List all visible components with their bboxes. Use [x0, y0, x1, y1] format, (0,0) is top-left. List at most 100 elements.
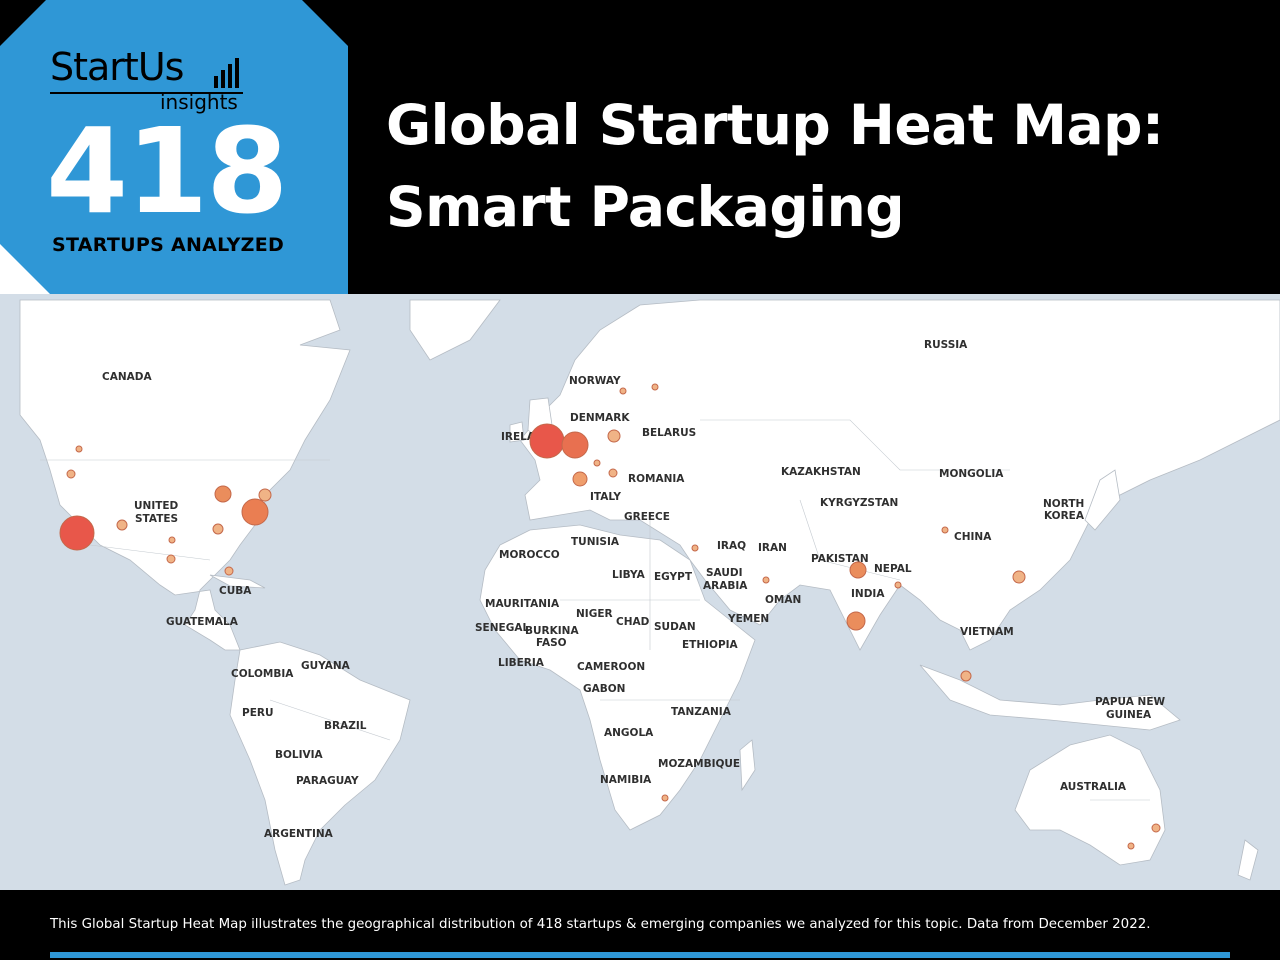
country-label: NORWAY	[569, 375, 621, 387]
hotspot-small[interactable]	[572, 471, 588, 487]
country-label: UNITED	[134, 500, 179, 512]
country-label: KAZAKHSTAN	[781, 466, 861, 478]
hotspot-small[interactable]	[941, 526, 949, 534]
hotspot-small[interactable]	[166, 554, 176, 564]
hotspot-small[interactable]	[894, 581, 902, 589]
border-line	[700, 419, 1010, 471]
eurasia-landmass	[519, 299, 1280, 651]
country-label: CANADA	[102, 371, 152, 383]
world-heat-map: CANADA UNITED STATES CUBA GUATEMALA COLO…	[0, 294, 1280, 890]
country-label: PERU	[242, 707, 273, 719]
country-label: CHAD	[616, 616, 650, 628]
hotspot-small[interactable]	[651, 383, 659, 391]
hotspot-medium[interactable]	[846, 611, 866, 631]
country-label: MOZAMBIQUE	[658, 758, 740, 770]
country-label: GABON	[583, 683, 625, 695]
country-label: NAMIBIA	[600, 774, 652, 786]
country-label: ETHIOPIA	[682, 639, 739, 651]
signal-bars-icon	[214, 58, 239, 88]
country-label: NORTH	[1043, 498, 1084, 510]
country-label: VIETNAM	[960, 626, 1014, 638]
country-label: KOREA	[1044, 510, 1085, 522]
hotspot-medium[interactable]	[849, 561, 867, 579]
page-title: Global Startup Heat Map: Smart Packaging	[386, 84, 1164, 248]
hotspot-small[interactable]	[593, 459, 601, 467]
country-label: BOLIVIA	[275, 749, 324, 761]
hotspot-medium[interactable]	[561, 431, 589, 459]
country-label: INDIA	[851, 588, 885, 600]
country-label: CAMEROON	[577, 661, 645, 673]
country-label: GREECE	[624, 511, 670, 523]
hotspot-small[interactable]	[1127, 842, 1135, 850]
country-label: STATES	[135, 513, 178, 525]
country-label: TANZANIA	[671, 706, 732, 718]
hotspot-small[interactable]	[691, 544, 699, 552]
country-label: IRAQ	[717, 540, 746, 552]
country-label: NIGER	[576, 608, 613, 620]
country-label: MONGOLIA	[939, 468, 1004, 480]
badge-corner	[302, 0, 348, 46]
country-label: MOROCCO	[499, 549, 560, 561]
badge-corner	[0, 244, 50, 294]
startup-hotspots	[59, 383, 1161, 850]
border-line	[269, 699, 391, 741]
country-label: GUINEA	[1106, 709, 1152, 721]
logo-divider	[50, 92, 243, 94]
country-label: ARGENTINA	[264, 828, 334, 840]
country-label: SUDAN	[654, 621, 696, 633]
country-label: KYRGYZSTAN	[820, 497, 898, 509]
country-label: RUSSIA	[924, 339, 968, 351]
hotspot-small[interactable]	[1151, 823, 1161, 833]
border-lines	[40, 419, 1150, 801]
hotspot-large[interactable]	[529, 423, 565, 459]
hotspot-small[interactable]	[619, 387, 627, 395]
hotspot-small[interactable]	[224, 566, 234, 576]
border-line	[89, 544, 211, 561]
landmasses	[19, 299, 1280, 886]
count-badge: StartUs insights 418 STARTUPS ANALYZED	[0, 0, 348, 294]
madagascar-landmass	[739, 739, 756, 792]
hotspot-large[interactable]	[59, 515, 95, 551]
hotspot-small[interactable]	[607, 429, 621, 443]
new-zealand-landmass	[1237, 839, 1259, 881]
country-label: YEMEN	[727, 613, 769, 625]
header-banner: StartUs insights 418 STARTUPS ANALYZED G…	[0, 0, 1280, 294]
hotspot-small[interactable]	[960, 670, 972, 682]
country-label: LIBYA	[612, 569, 646, 581]
hotspot-small[interactable]	[116, 519, 128, 531]
country-label: BRAZIL	[324, 720, 367, 732]
country-label: MAURITANIA	[485, 598, 560, 610]
hotspot-small[interactable]	[258, 488, 272, 502]
africa-landmass	[479, 524, 756, 831]
country-label: ROMANIA	[628, 473, 685, 485]
hotspot-small[interactable]	[1012, 570, 1026, 584]
brand-logo-sub: insights	[160, 90, 238, 114]
country-label: SAUDI	[706, 567, 743, 579]
ireland-landmass	[509, 421, 525, 443]
country-labels: CANADA UNITED STATES CUBA GUATEMALA COLO…	[102, 339, 1165, 840]
hotspot-medium[interactable]	[241, 498, 269, 526]
country-label: LIBERIA	[498, 657, 545, 669]
country-label: ITALY	[590, 491, 621, 503]
country-label: PARAGUAY	[296, 775, 359, 787]
hotspot-small[interactable]	[661, 794, 669, 802]
country-label: IRAN	[758, 542, 787, 554]
hotspot-small[interactable]	[66, 469, 76, 479]
country-label: BELARUS	[642, 427, 696, 439]
country-label: ARABIA	[703, 580, 748, 592]
country-label: CHINA	[954, 531, 992, 543]
greenland-landmass	[409, 299, 501, 361]
hotspot-small[interactable]	[168, 536, 176, 544]
hotspot-small[interactable]	[75, 445, 83, 453]
country-label: SENEGAL	[475, 622, 529, 634]
country-label: TUNISIA	[571, 536, 620, 548]
hotspot-small[interactable]	[212, 523, 224, 535]
country-label: PAPUA NEW	[1095, 696, 1165, 708]
south-america-landmass	[229, 641, 411, 886]
japan-landmass	[1084, 469, 1121, 531]
hotspot-medium[interactable]	[214, 485, 232, 503]
hotspot-small[interactable]	[608, 468, 618, 478]
country-label: GUYANA	[301, 660, 351, 672]
startup-count: 418	[46, 102, 288, 240]
hotspot-small[interactable]	[762, 576, 770, 584]
